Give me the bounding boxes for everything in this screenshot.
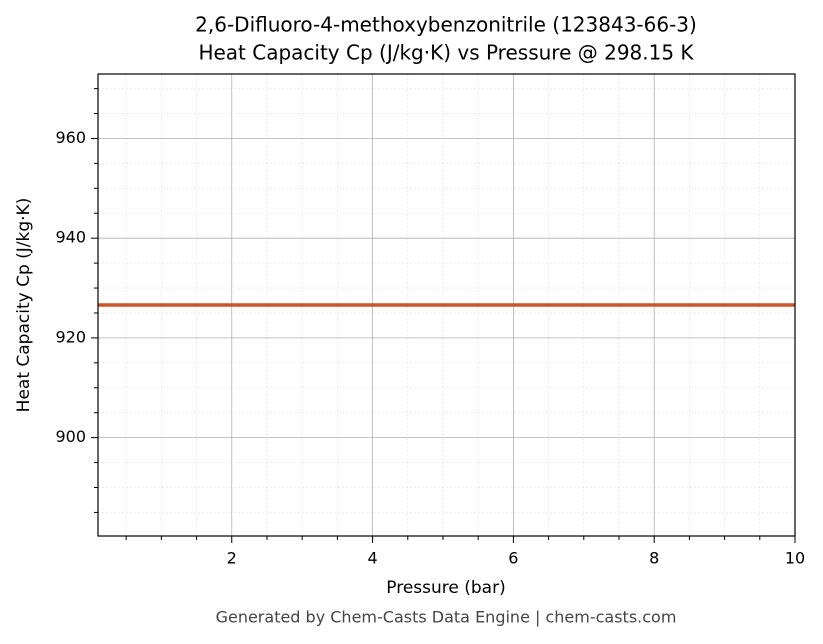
plot-frame bbox=[97, 73, 796, 537]
y-tick-label: 920 bbox=[55, 327, 86, 346]
chart-title: 2,6-Difluoro-4-methoxybenzonitrile (1238… bbox=[195, 13, 697, 37]
footer: Generated by Chem-Casts Data Engine | ch… bbox=[216, 608, 677, 627]
y-axis-label: Heat Capacity Cp (J/kg·K) bbox=[14, 198, 34, 413]
x-tick-label: 2 bbox=[227, 549, 237, 568]
y-tick-label: 940 bbox=[55, 228, 86, 247]
x-tick-label: 6 bbox=[508, 549, 518, 568]
chart-subtitle: Heat Capacity Cp (J/kg·K) vs Pressure @ … bbox=[198, 41, 694, 65]
x-tick-label: 10 bbox=[785, 549, 805, 568]
y-tick-label: 900 bbox=[55, 427, 86, 446]
x-tick-label: 4 bbox=[367, 549, 377, 568]
x-axis-label: Pressure (bar) bbox=[386, 578, 505, 598]
y-tick-label: 960 bbox=[55, 128, 86, 147]
x-tick-label: 8 bbox=[649, 549, 659, 568]
